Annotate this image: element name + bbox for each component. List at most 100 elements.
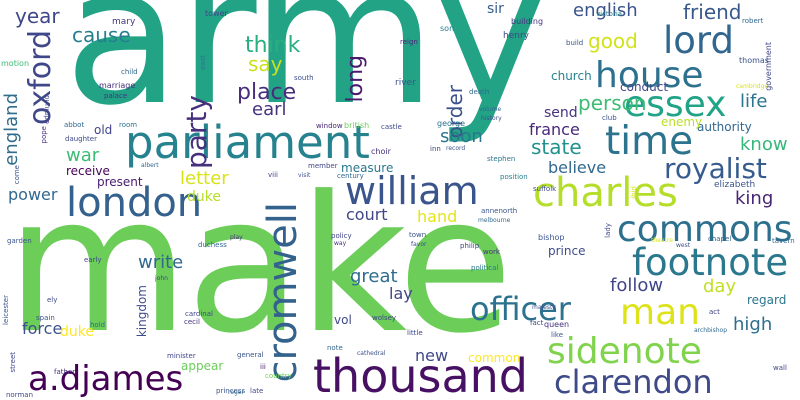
- cloud-word: leicester: [2, 295, 10, 325]
- cloud-word: early: [84, 256, 102, 264]
- cloud-word: officer: [470, 290, 571, 328]
- cloud-word: present: [97, 175, 143, 189]
- cloud-word: enemy: [661, 115, 703, 129]
- cloud-word: castle: [381, 123, 402, 131]
- cloud-word: work: [483, 248, 500, 256]
- cloud-word: commons: [617, 209, 793, 250]
- cloud-word: elizabeth: [714, 180, 756, 190]
- cloud-word: volume: [479, 106, 502, 113]
- cloud-word: tower: [205, 9, 228, 18]
- cloud-word: think: [245, 33, 301, 58]
- cloud-word: letter: [180, 168, 229, 189]
- cloud-word: motion: [1, 59, 30, 68]
- cloud-word: political: [471, 264, 499, 272]
- cloud-word: late: [250, 387, 264, 395]
- cloud-word: london: [66, 180, 203, 226]
- cloud-word: appear: [181, 359, 224, 373]
- cloud-word: country: [265, 372, 292, 380]
- cloud-word: party: [180, 95, 213, 169]
- cloud-word: sir: [487, 1, 504, 17]
- cloud-word: house: [595, 55, 704, 96]
- cloud-word: vol: [334, 313, 352, 327]
- cloud-word: death: [469, 88, 490, 96]
- cloud-word: parliament: [125, 116, 370, 169]
- cloud-word: send: [544, 105, 578, 121]
- cloud-word: build: [566, 39, 584, 47]
- cloud-word: bishop: [538, 233, 565, 242]
- cloud-word: great: [350, 266, 398, 287]
- cloud-word: street: [9, 352, 17, 373]
- cloud-word: army: [64, 0, 547, 147]
- cloud-word: father: [54, 368, 76, 376]
- cloud-word: william: [345, 169, 479, 213]
- cloud-word: common: [468, 351, 521, 365]
- cloud-word: queen: [544, 320, 570, 329]
- cloud-word: choir: [371, 147, 391, 156]
- cloud-word: british: [344, 121, 370, 130]
- cloud-word: follow: [610, 275, 664, 296]
- cloud-word: church: [551, 69, 592, 83]
- cloud-word: iii: [260, 363, 266, 371]
- cloud-word: time: [605, 119, 694, 164]
- cloud-word: lord: [663, 19, 734, 62]
- cloud-word: spain: [36, 314, 55, 322]
- cloud-word: policy: [331, 232, 352, 240]
- cloud-word: fact: [530, 319, 544, 327]
- cloud-word: victoria: [596, 10, 623, 18]
- cloud-word: robert: [742, 17, 764, 25]
- cloud-word: george: [437, 119, 466, 128]
- cloud-word: english: [573, 0, 638, 21]
- cloud-word: good: [588, 29, 638, 53]
- cloud-word: edmund: [43, 95, 51, 124]
- cloud-word: cromwell: [260, 202, 306, 383]
- cloud-word: stephen: [487, 155, 516, 163]
- cloud-word: year: [15, 4, 60, 28]
- cloud-word: royalist: [664, 152, 767, 185]
- cloud-word: son: [440, 24, 455, 33]
- cloud-word: place: [237, 80, 297, 105]
- cloud-word: river: [395, 78, 416, 88]
- cloud-word: theatre: [651, 237, 673, 244]
- cloud-word: authority: [697, 120, 752, 134]
- cloud-word: power: [8, 185, 58, 204]
- cloud-word: conduct: [620, 80, 669, 94]
- cloud-word: king: [735, 188, 774, 209]
- cloud-word: minister: [167, 352, 196, 360]
- cloud-word: reign: [400, 38, 418, 46]
- cloud-word: thousand: [313, 349, 528, 400]
- cloud-word: court: [346, 205, 388, 224]
- cloud-word: day: [703, 276, 737, 297]
- cloud-word: like: [551, 331, 564, 339]
- cloud-word: garden: [7, 237, 32, 245]
- cloud-word: duke: [187, 189, 221, 205]
- cloud-word: clarendon: [554, 363, 713, 400]
- cloud-word: duke: [60, 324, 94, 340]
- cloud-word: man: [620, 292, 700, 333]
- cloud-word: suffolk: [533, 185, 557, 193]
- cloud-word: friend: [683, 0, 742, 24]
- cloud-word: cambridge: [736, 83, 769, 90]
- cloud-word: town: [409, 231, 427, 239]
- cloud-word: make: [6, 156, 513, 375]
- cloud-word: archbishop: [694, 327, 727, 334]
- cloud-word: kingdom: [135, 285, 149, 338]
- cloud-word: new: [415, 346, 449, 365]
- cloud-word: club: [602, 114, 617, 122]
- cloud-word: henry: [503, 31, 529, 41]
- cloud-word: window: [316, 122, 343, 130]
- cloud-word: earl: [252, 99, 287, 120]
- cloud-word: hand: [417, 207, 458, 226]
- cloud-word: duchess: [198, 241, 227, 249]
- cloud-word: old: [94, 123, 113, 137]
- cloud-word: lady: [604, 223, 612, 238]
- cloud-word: cardinal: [185, 310, 213, 318]
- cloud-word: ibid: [630, 186, 638, 199]
- cloud-word: abbot: [64, 121, 85, 129]
- cloud-word: cause: [72, 23, 131, 47]
- cloud-word: south: [294, 74, 314, 82]
- cloud-word: france: [529, 120, 580, 139]
- cloud-word: position: [500, 173, 528, 181]
- cloud-word: mary: [112, 17, 136, 27]
- cloud-word: cathedral: [357, 350, 386, 357]
